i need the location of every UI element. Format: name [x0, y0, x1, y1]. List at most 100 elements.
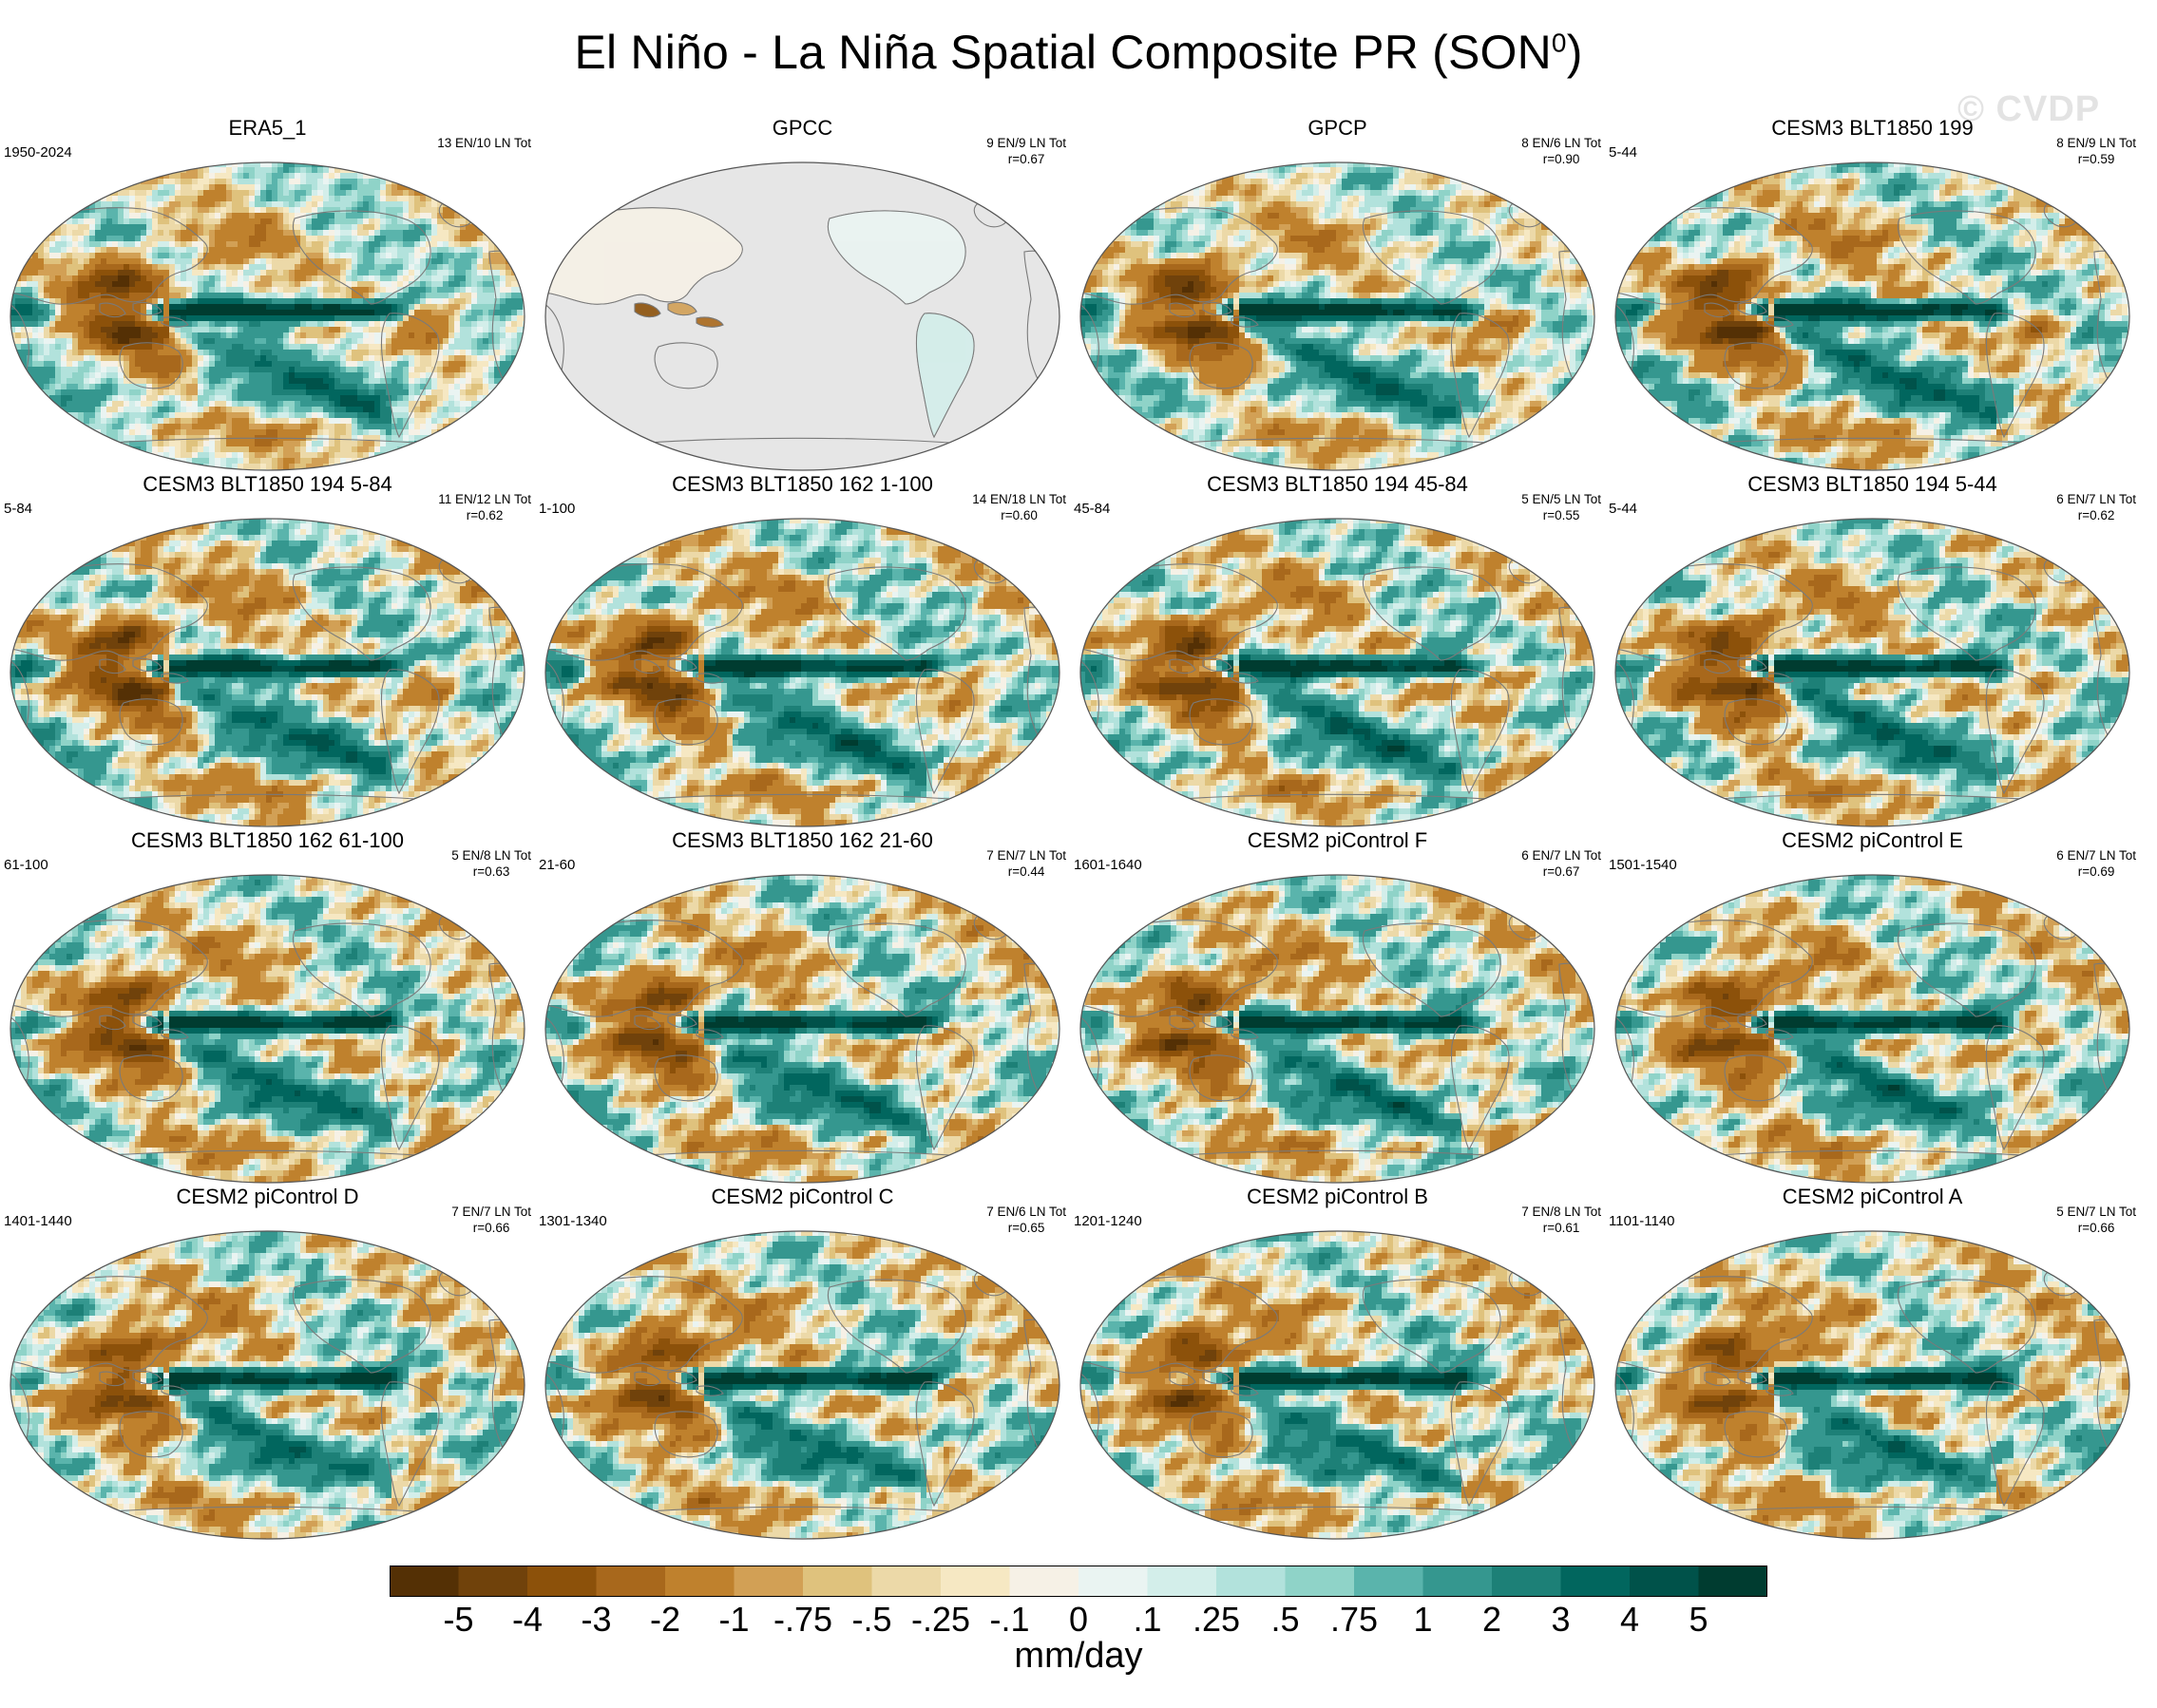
map-panel: CESM2 piControl B 1201-1240 7 EN/8 LN Tot r… [1070, 1185, 1605, 1540]
figure-title-end: ) [1567, 26, 1583, 79]
colorbar-tick-label: 1 [1413, 1600, 1432, 1640]
panel-period: 1950-2024 [4, 144, 72, 161]
panel-event-counts: 11 EN/12 LN Tot [438, 491, 531, 507]
colorbar-tick-label: .5 [1270, 1600, 1299, 1640]
colorbar-tick-label: .75 [1330, 1600, 1378, 1640]
panel-event-counts: 5 EN/5 LN Tot [1521, 491, 1601, 507]
colorbar [390, 1566, 1767, 1597]
map-panel: CESM3 BLT1850 162 61-100 61-100 5 EN/8 LN … [0, 828, 535, 1184]
precipitation-field [1079, 161, 1595, 471]
panel-period: 5-84 [4, 501, 32, 517]
colorbar-swatch [1354, 1566, 1423, 1597]
map-panel: CESM2 piControl F 1601-1640 6 EN/7 LN Tot r… [1070, 828, 1605, 1184]
precipitation-field [1614, 1230, 2130, 1540]
map-panel: CESM3 BLT1850 199 5-44 8 EN/9 LN Tot r=0.59 [1605, 116, 2140, 471]
colorbar-tick-label: 2 [1482, 1600, 1501, 1640]
map-panel: CESM3 BLT1850 194 45-84 45-84 5 EN/5 LN To… [1070, 472, 1605, 827]
panel-period: 5-44 [1609, 144, 1637, 161]
colorbar-tick-label: 3 [1551, 1600, 1570, 1640]
figure-title-text: El Niño - La Niña Spatial Composite PR (… [574, 26, 1551, 79]
panel-period: 1201-1240 [1074, 1213, 1142, 1229]
colorbar-swatch [390, 1566, 459, 1597]
colorbar-tick-label: .1 [1133, 1600, 1161, 1640]
colorbar-tick-label: -.75 [773, 1600, 832, 1640]
colorbar-units: mm/day [0, 1636, 2157, 1677]
map-panel: CESM3 BLT1850 162 21-60 21-60 7 EN/7 LN To… [535, 828, 1070, 1184]
colorbar-swatch [527, 1566, 597, 1597]
colorbar-swatch [1630, 1566, 1699, 1597]
precipitation-map [10, 1230, 525, 1540]
colorbar-swatch [1492, 1566, 1561, 1597]
precipitation-map [1614, 1230, 2130, 1540]
precipitation-field [544, 518, 1060, 827]
map-panel: CESM3 BLT1850 162 1-100 1-100 14 EN/18 LN … [535, 472, 1070, 827]
colorbar-swatch [803, 1566, 872, 1597]
map-panel: ERA5_1 1950-2024 13 EN/10 LN Tot [0, 116, 535, 471]
precipitation-map [10, 518, 525, 827]
precipitation-map [544, 161, 1060, 471]
precipitation-field [10, 874, 525, 1184]
colorbar-tick-label: 5 [1689, 1600, 1708, 1640]
colorbar-tick-label: -5 [443, 1600, 473, 1640]
colorbar-swatch [1216, 1566, 1286, 1597]
precipitation-field [1614, 161, 2130, 471]
panel-period: 61-100 [4, 857, 48, 873]
panel-counts: 13 EN/10 LN Tot [437, 135, 531, 151]
precipitation-field [1614, 874, 2130, 1184]
panel-event-counts: 13 EN/10 LN Tot [437, 135, 531, 151]
colorbar-swatch [459, 1566, 528, 1597]
colorbar-swatch [1010, 1566, 1079, 1597]
map-panel: CESM2 piControl D 1401-1440 7 EN/7 LN Tot r… [0, 1185, 535, 1540]
colorbar-swatch [1286, 1566, 1355, 1597]
map-panel: GPCC 9 EN/9 LN Tot r=0.67 [535, 116, 1070, 471]
precipitation-map [10, 161, 525, 471]
colorbar-swatch [1078, 1566, 1148, 1597]
colorbar-tick-label: -2 [650, 1600, 680, 1640]
precipitation-map [1614, 161, 2130, 471]
map-panel: CESM2 piControl C 1301-1340 7 EN/6 LN Tot r… [535, 1185, 1070, 1540]
map-panel: GPCP 8 EN/6 LN Tot r=0.90 [1070, 116, 1605, 471]
panel-period: 1301-1340 [539, 1213, 607, 1229]
precipitation-field [10, 161, 525, 471]
precipitation-field [10, 518, 525, 827]
figure-title: El Niño - La Niña Spatial Composite PR (… [0, 25, 2157, 80]
panel-period: 1501-1540 [1609, 857, 1677, 873]
precipitation-field [544, 874, 1060, 1184]
precipitation-map [544, 874, 1060, 1184]
panel-event-counts: 9 EN/9 LN Tot [986, 135, 1066, 151]
map-panel: CESM2 piControl E 1501-1540 6 EN/7 LN Tot r… [1605, 828, 2140, 1184]
precipitation-field [544, 1230, 1060, 1540]
colorbar-tick-label: -.5 [851, 1600, 891, 1640]
colorbar-tick-label: -.25 [911, 1600, 970, 1640]
colorbar-swatch [941, 1566, 1010, 1597]
panel-period: 1601-1640 [1074, 857, 1142, 873]
colorbar-tick-label: -1 [718, 1600, 749, 1640]
colorbar-swatch [665, 1566, 735, 1597]
colorbar-tick-label: 0 [1069, 1600, 1088, 1640]
panel-period: 1101-1140 [1609, 1213, 1675, 1229]
colorbar-swatch [735, 1566, 804, 1597]
panel-event-counts: 6 EN/7 LN Tot [2056, 847, 2136, 863]
precipitation-map [544, 518, 1060, 827]
colorbar-tick-label: .25 [1193, 1600, 1240, 1640]
panel-event-counts: 6 EN/7 LN Tot [2056, 491, 2136, 507]
precipitation-field [1079, 1230, 1595, 1540]
precipitation-map [1614, 518, 2130, 827]
precipitation-map [1079, 874, 1595, 1184]
map-panel: CESM3 BLT1850 194 5-84 5-84 11 EN/12 LN To… [0, 472, 535, 827]
colorbar-swatch [1699, 1566, 1768, 1597]
colorbar-swatch [1423, 1566, 1493, 1597]
figure-title-superscript: 0 [1552, 28, 1567, 57]
colorbar-tick-label: -4 [512, 1600, 543, 1640]
colorbar-swatch [1561, 1566, 1631, 1597]
panel-event-counts: 5 EN/8 LN Tot [451, 847, 531, 863]
panel-period: 5-44 [1609, 501, 1637, 517]
precipitation-map [1079, 1230, 1595, 1540]
precipitation-field [1079, 518, 1595, 827]
precipitation-field [10, 1230, 525, 1540]
precipitation-field [544, 161, 1060, 471]
precipitation-map [1079, 161, 1595, 471]
map-panel: CESM2 piControl A 1101-1140 5 EN/7 LN Tot r… [1605, 1185, 2140, 1540]
colorbar-tick-label: -.1 [989, 1600, 1029, 1640]
